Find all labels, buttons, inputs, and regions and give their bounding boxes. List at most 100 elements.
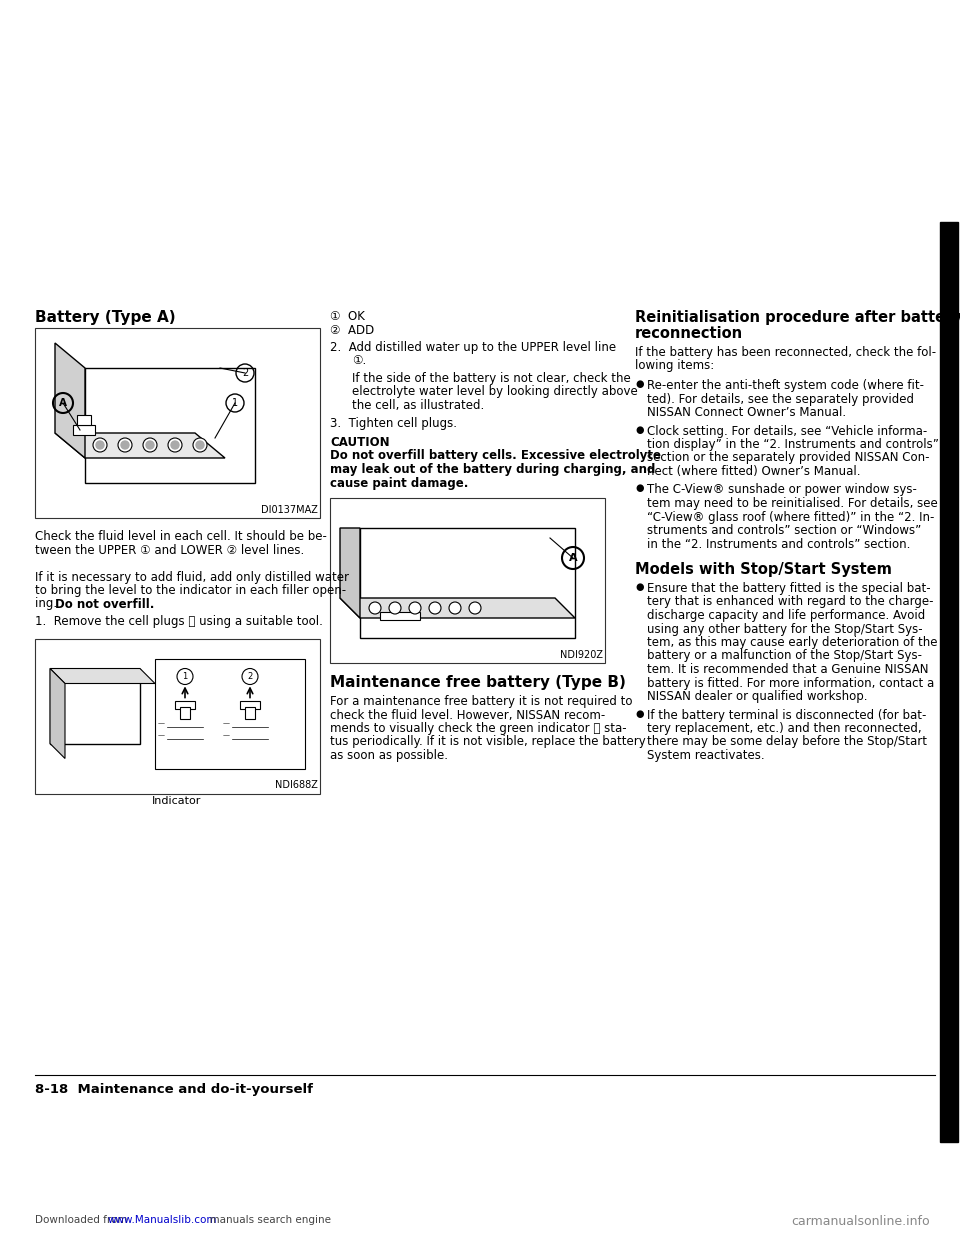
Bar — [35, 638, 320, 794]
Text: 1.  Remove the cell plugs Ⓐ using a suitable tool.: 1. Remove the cell plugs Ⓐ using a suita… — [35, 615, 323, 628]
Text: battery is fitted. For more information, contact a: battery is fitted. For more information,… — [647, 677, 934, 689]
Circle shape — [429, 602, 441, 614]
Text: 2: 2 — [242, 368, 248, 378]
Polygon shape — [340, 597, 575, 619]
Circle shape — [168, 438, 182, 452]
Text: Downloaded from: Downloaded from — [35, 1215, 131, 1225]
Text: Do not overfill battery cells. Excessive electrolyte: Do not overfill battery cells. Excessive… — [330, 450, 661, 462]
Text: there may be some delay before the Stop/Start: there may be some delay before the Stop/… — [647, 735, 927, 749]
Text: cause paint damage.: cause paint damage. — [330, 477, 468, 489]
Text: The C-View® sunshade or power window sys-: The C-View® sunshade or power window sys… — [647, 483, 917, 497]
Text: 2.  Add distilled water up to the UPPER level line: 2. Add distilled water up to the UPPER l… — [330, 342, 616, 354]
Circle shape — [389, 602, 401, 614]
Text: 3.  Tighten cell plugs.: 3. Tighten cell plugs. — [330, 416, 457, 430]
Text: A: A — [59, 397, 67, 409]
Polygon shape — [50, 668, 65, 759]
Text: mends to visually check the green indicator Ⓐ sta-: mends to visually check the green indica… — [330, 722, 627, 735]
Text: nect (where fitted) Owner’s Manual.: nect (where fitted) Owner’s Manual. — [647, 465, 860, 478]
Text: using any other battery for the Stop/Start Sys-: using any other battery for the Stop/Sta… — [647, 622, 923, 636]
Text: ①  OK: ① OK — [330, 310, 365, 323]
Bar — [380, 612, 420, 620]
Text: check the fluid level. However, NISSAN recom-: check the fluid level. However, NISSAN r… — [330, 708, 605, 722]
Text: Indicator: Indicator — [153, 795, 202, 806]
Text: tion display” in the “2. Instruments and controls”: tion display” in the “2. Instruments and… — [647, 438, 939, 451]
Text: ●: ● — [635, 483, 643, 493]
Text: the cell, as illustrated.: the cell, as illustrated. — [352, 399, 484, 412]
Text: Battery (Type A): Battery (Type A) — [35, 310, 176, 325]
Bar — [180, 707, 190, 719]
Text: as soon as possible.: as soon as possible. — [330, 749, 448, 763]
Circle shape — [409, 602, 421, 614]
Text: Do not overfill.: Do not overfill. — [55, 597, 155, 611]
Circle shape — [121, 441, 129, 450]
Polygon shape — [50, 668, 155, 683]
Circle shape — [449, 602, 461, 614]
Text: —: — — [158, 720, 165, 727]
Text: lowing items:: lowing items: — [635, 359, 714, 373]
Polygon shape — [55, 433, 225, 458]
Bar — [85, 368, 255, 483]
Text: Maintenance free battery (Type B): Maintenance free battery (Type B) — [330, 674, 626, 691]
Circle shape — [146, 441, 154, 450]
Text: ②  ADD: ② ADD — [330, 323, 374, 337]
Bar — [50, 668, 140, 744]
Text: “C-View® glass roof (where fitted)” in the “2. In-: “C-View® glass roof (where fitted)” in t… — [647, 510, 934, 523]
Text: ●: ● — [635, 425, 643, 435]
Text: ing.: ing. — [35, 597, 60, 611]
Text: ●: ● — [635, 582, 643, 592]
Text: tery replacement, etc.) and then reconnected,: tery replacement, etc.) and then reconne… — [647, 722, 922, 735]
Polygon shape — [55, 343, 85, 458]
Text: Models with Stop/Start System: Models with Stop/Start System — [635, 561, 892, 578]
Text: NISSAN Connect Owner’s Manual.: NISSAN Connect Owner’s Manual. — [647, 406, 846, 419]
Text: tery that is enhanced with regard to the charge-: tery that is enhanced with regard to the… — [647, 595, 933, 609]
Text: tween the UPPER ① and LOWER ② level lines.: tween the UPPER ① and LOWER ② level line… — [35, 544, 304, 556]
Text: tus periodically. If it is not visible, replace the battery: tus periodically. If it is not visible, … — [330, 735, 646, 749]
Bar — [77, 415, 91, 425]
Text: www.Manualslib.com: www.Manualslib.com — [108, 1215, 218, 1225]
Circle shape — [96, 441, 104, 450]
Text: 8-18  Maintenance and do-it-yourself: 8-18 Maintenance and do-it-yourself — [35, 1083, 313, 1095]
Text: CAUTION: CAUTION — [330, 436, 390, 450]
Text: NDI920Z: NDI920Z — [560, 650, 603, 660]
Circle shape — [171, 441, 179, 450]
Bar — [330, 498, 605, 663]
Circle shape — [193, 438, 207, 452]
Text: in the “2. Instruments and controls” section.: in the “2. Instruments and controls” sec… — [647, 538, 910, 550]
Bar — [155, 658, 305, 769]
Text: If the side of the battery is not clear, check the: If the side of the battery is not clear,… — [352, 373, 631, 385]
Text: —: — — [158, 733, 165, 739]
Text: If the battery terminal is disconnected (for bat-: If the battery terminal is disconnected … — [647, 708, 926, 722]
Text: Re-enter the anti-theft system code (where fit-: Re-enter the anti-theft system code (whe… — [647, 379, 924, 392]
Text: If the battery has been reconnected, check the fol-: If the battery has been reconnected, che… — [635, 347, 936, 359]
Text: ①.: ①. — [352, 354, 367, 368]
Text: NDI688Z: NDI688Z — [276, 780, 318, 790]
Text: System reactivates.: System reactivates. — [647, 749, 764, 763]
Bar — [940, 222, 958, 1141]
Text: electrolyte water level by looking directly above: electrolyte water level by looking direc… — [352, 385, 637, 399]
Text: If it is necessary to add fluid, add only distilled water: If it is necessary to add fluid, add onl… — [35, 570, 349, 584]
Bar — [175, 700, 195, 708]
Text: A: A — [568, 553, 577, 563]
Bar — [35, 328, 320, 518]
Text: tem, as this may cause early deterioration of the: tem, as this may cause early deteriorati… — [647, 636, 938, 650]
Text: ted). For details, see the separately provided: ted). For details, see the separately pr… — [647, 392, 914, 405]
Text: struments and controls” section or “Windows”: struments and controls” section or “Wind… — [647, 524, 922, 537]
Text: manuals search engine: manuals search engine — [203, 1215, 331, 1225]
Text: battery or a malfunction of the Stop/Start Sys-: battery or a malfunction of the Stop/Sta… — [647, 650, 922, 662]
Text: 1: 1 — [232, 397, 238, 409]
Text: discharge capacity and life performance. Avoid: discharge capacity and life performance.… — [647, 609, 925, 622]
Text: For a maintenance free battery it is not required to: For a maintenance free battery it is not… — [330, 696, 633, 708]
Text: ●: ● — [635, 379, 643, 389]
Text: Reinitialisation procedure after battery: Reinitialisation procedure after battery — [635, 310, 960, 325]
Circle shape — [93, 438, 107, 452]
Text: —: — — [223, 733, 230, 739]
Bar — [73, 425, 95, 435]
Circle shape — [469, 602, 481, 614]
Text: —: — — [223, 720, 230, 727]
Circle shape — [369, 602, 381, 614]
Circle shape — [118, 438, 132, 452]
Polygon shape — [340, 528, 360, 619]
Text: ●: ● — [635, 708, 643, 719]
Text: carmanualsonline.info: carmanualsonline.info — [791, 1215, 930, 1228]
Text: may leak out of the battery during charging, and: may leak out of the battery during charg… — [330, 463, 656, 476]
